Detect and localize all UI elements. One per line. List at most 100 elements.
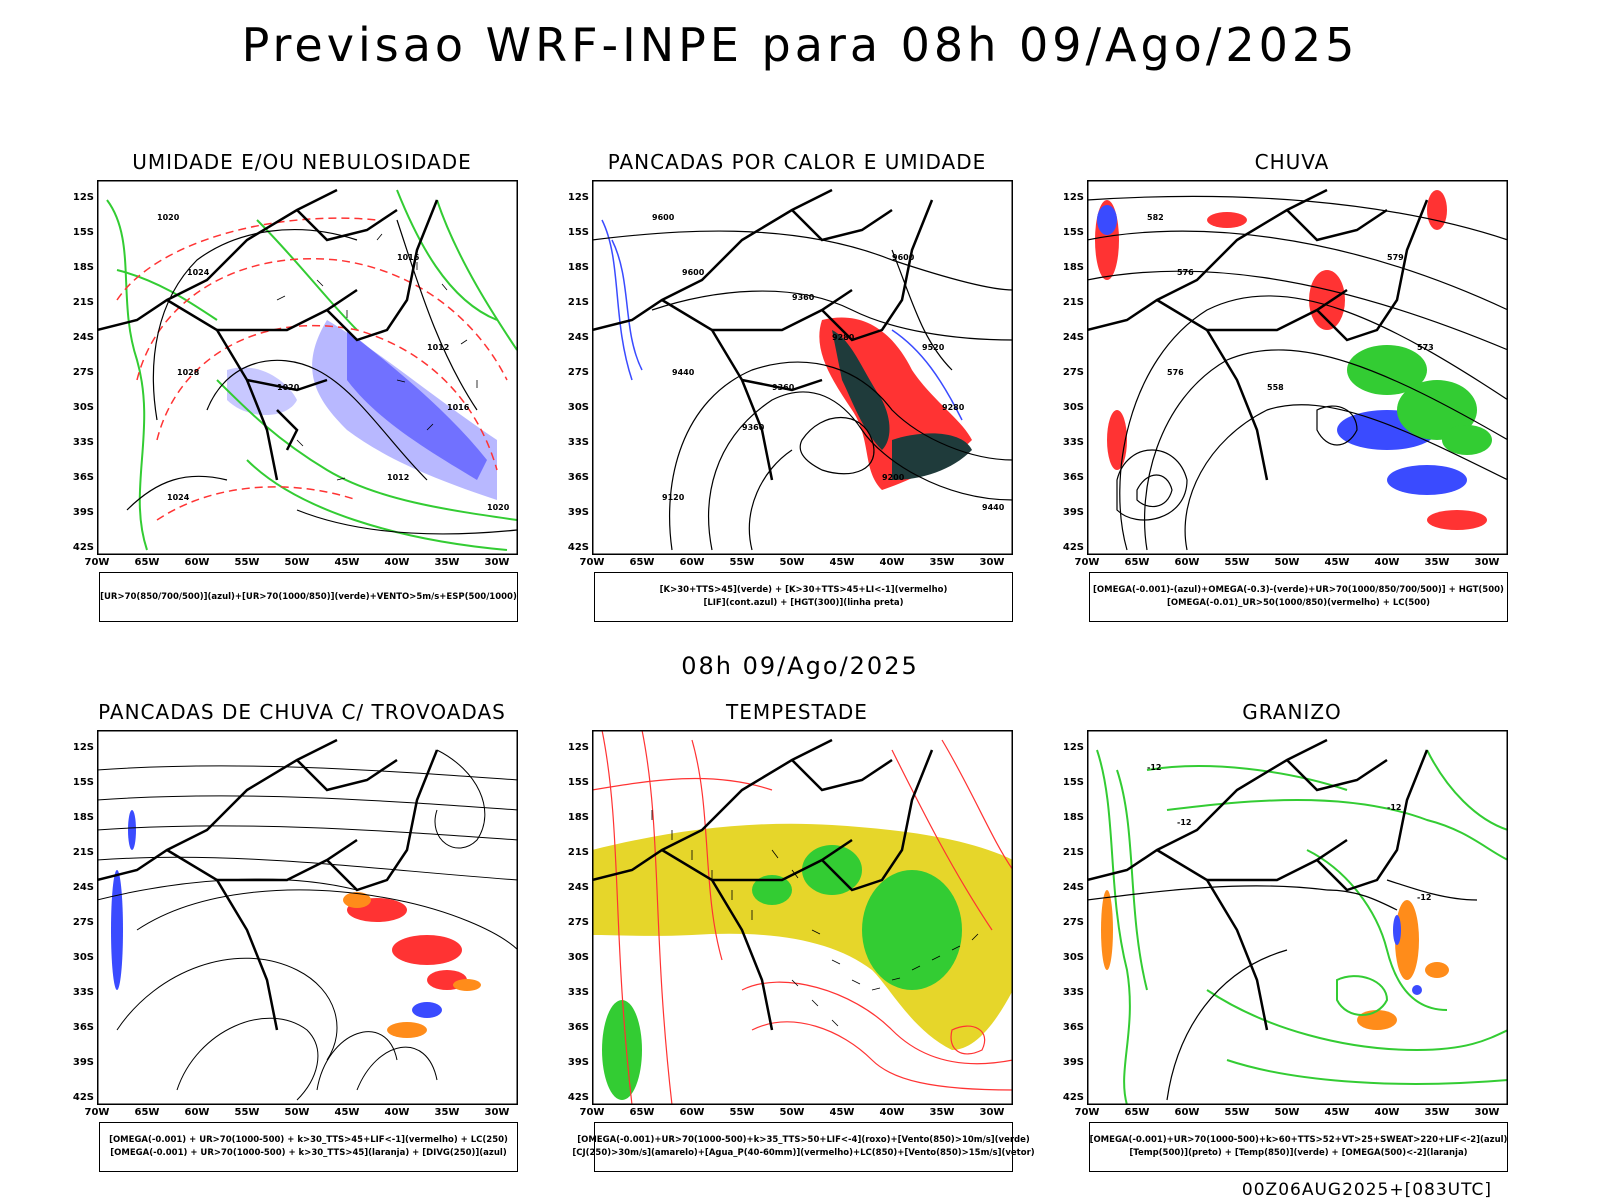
map-tempestade (592, 730, 1013, 1105)
lon-label: 70W (579, 1107, 605, 1118)
lon-label: 70W (1074, 557, 1100, 568)
lat-label: 39S (1062, 507, 1084, 518)
lon-label: 65W (1124, 557, 1150, 568)
contour-label: -12 (1387, 803, 1401, 812)
lat-label: 42S (1062, 542, 1084, 553)
lat-label: 42S (567, 1092, 589, 1103)
lat-label: 39S (1062, 1057, 1084, 1068)
lon-label: 40W (1374, 557, 1400, 568)
lat-label: 36S (567, 1022, 589, 1033)
lon-label: 60W (679, 1107, 705, 1118)
lon-label: 50W (284, 1107, 310, 1118)
lon-label: 30W (979, 1107, 1005, 1118)
lon-label: 50W (779, 557, 805, 568)
contour-label: 9600 (652, 213, 675, 222)
contour-label: -12 (1417, 893, 1431, 902)
lat-label: 12S (567, 192, 589, 203)
lat-label: 30S (567, 952, 589, 963)
panel-legend: [OMEGA(-0.001)+UR>70(1000-500)+k>60+TTS>… (1089, 1122, 1508, 1172)
lat-label: 33S (567, 437, 589, 448)
panel-trovoadas: PANCADAS DE CHUVA C/ TROVOADAS (67, 700, 537, 1200)
legend-line: [Temp(500)](preto) + [Temp(850)](verde) … (1129, 1148, 1468, 1158)
panel-chuva: CHUVA (1057, 150, 1527, 650)
panel-title: PANCADAS POR CALOR E UMIDADE (607, 150, 987, 174)
lon-label: 55W (1224, 557, 1250, 568)
lat-label: 39S (72, 507, 94, 518)
middle-title: 08h 09/Ago/2025 (681, 652, 919, 680)
contour-label: 576 (1177, 268, 1194, 277)
lat-label: 12S (1062, 192, 1084, 203)
lon-label: 30W (979, 557, 1005, 568)
lon-label: 45W (829, 1107, 855, 1118)
run-timestamp: 00Z06AUG2025+[083UTC] (1241, 1180, 1492, 1200)
contour-label: 576 (1167, 368, 1184, 377)
lon-label: 70W (84, 557, 110, 568)
lat-label: 33S (72, 437, 94, 448)
lon-label: 40W (384, 1107, 410, 1118)
contour-label: 9600 (682, 268, 705, 277)
lon-label: 40W (1374, 1107, 1400, 1118)
legend-line: [OMEGA(-0.001)+UR>70(1000-500)+k>35_TTS>… (577, 1135, 1030, 1145)
lon-label: 45W (1324, 557, 1350, 568)
contour-label: 1024 (167, 493, 190, 502)
lat-label: 42S (72, 1092, 94, 1103)
lon-label: 65W (629, 557, 655, 568)
contour-label: 1016 (447, 403, 470, 412)
lat-label: 39S (72, 1057, 94, 1068)
contour-label: 558 (1267, 383, 1284, 392)
lat-label: 27S (567, 367, 589, 378)
lon-label: 55W (729, 1107, 755, 1118)
lon-label: 30W (484, 1107, 510, 1118)
panel-legend: [OMEGA(-0.001)+UR>70(1000-500)+k>35_TTS>… (572, 1122, 1035, 1172)
contour-label: 9600 (892, 253, 915, 262)
lat-label: 24S (1062, 882, 1084, 893)
map-chuva: 582 579 576 573 576 558 (1087, 180, 1508, 555)
legend-line: [OMEGA(-0.001) + UR>70(1000-500) + k>30_… (110, 1148, 507, 1158)
contour-label: 1020 (277, 383, 300, 392)
panel-title: UMIDADE E/OU NEBULOSIDADE (132, 150, 472, 174)
contour-label: 1028 (177, 368, 200, 377)
lon-label: 35W (434, 557, 460, 568)
panel-umidade: UMIDADE E/OU NEBULOSIDADE (67, 150, 537, 650)
lat-label: 18S (1062, 262, 1084, 273)
lat-label: 42S (567, 542, 589, 553)
lat-label: 24S (1062, 332, 1084, 343)
lon-label: 50W (779, 1107, 805, 1118)
legend-line: [UR>70(850/700/500)](azul)+[UR>70(1000/8… (100, 591, 517, 602)
lon-label: 55W (729, 557, 755, 568)
lat-label: 27S (1062, 917, 1084, 928)
panel-legend: [K>30+TTS>45](verde) + [K>30+TTS>45+LI<-… (594, 572, 1013, 622)
lat-label: 42S (1062, 1092, 1084, 1103)
legend-line: [CJ(250)>30m/s](amarelo)+[Agua_P(40-60mm… (572, 1148, 1035, 1158)
lat-label: 30S (567, 402, 589, 413)
lon-label: 35W (434, 1107, 460, 1118)
lat-label: 36S (1062, 1022, 1084, 1033)
contour-label: 9520 (922, 343, 945, 352)
lon-label: 60W (1174, 557, 1200, 568)
lon-label: 65W (629, 1107, 655, 1118)
map-granizo: -12 -12 -12 -12 (1087, 730, 1508, 1105)
lat-label: 21S (72, 847, 94, 858)
lon-label: 65W (134, 1107, 160, 1118)
contour-label: 1020 (157, 213, 180, 222)
lon-label: 35W (1424, 557, 1450, 568)
lat-label: 12S (72, 192, 94, 203)
legend-line: [OMEGA(-0.001) + UR>70(1000-500) + k>30_… (109, 1135, 508, 1145)
legend-line: [OMEGA(-0.01)_UR>50(1000/850)(vermelho) … (1166, 598, 1431, 608)
lat-label: 21S (1062, 847, 1084, 858)
legend-line: [K>30+TTS>45](verde) + [K>30+TTS>45+LI<-… (659, 585, 948, 595)
contour-label: 1012 (427, 343, 449, 352)
main-title: Previsao WRF-INPE para 08h 09/Ago/2025 (241, 18, 1359, 72)
contour-label: 9440 (672, 368, 695, 377)
lat-label: 15S (1062, 227, 1084, 238)
lon-label: 45W (1324, 1107, 1350, 1118)
panel-granizo: GRANIZO (1057, 700, 1527, 1200)
lon-label: 70W (1074, 1107, 1100, 1118)
lon-label: 65W (1124, 1107, 1150, 1118)
lon-label: 45W (334, 557, 360, 568)
lat-label: 24S (567, 882, 589, 893)
legend-line: [OMEGA(-0.001)+UR>70(1000-500)+k>60+TTS>… (1089, 1135, 1508, 1145)
panel-title: TEMPESTADE (726, 700, 868, 724)
contour-label: 573 (1417, 343, 1434, 352)
contour-label: 9280 (942, 403, 965, 412)
